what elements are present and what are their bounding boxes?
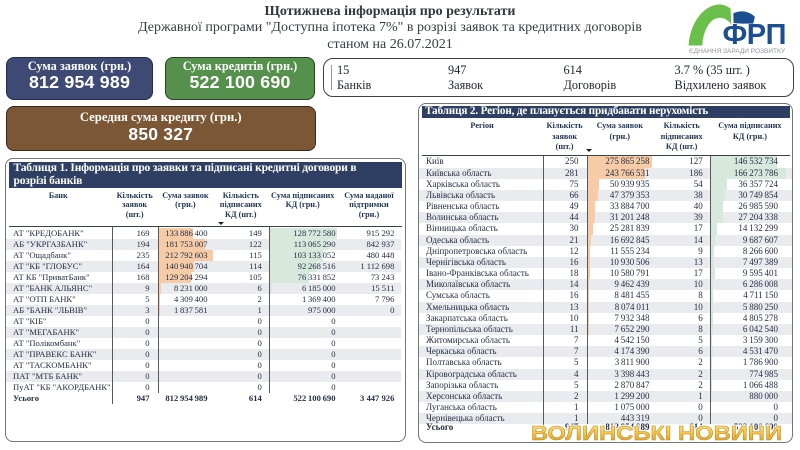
svg-text:ЄДНАННЯ ЗАРАДИ РОЗВИТКУ: ЄДНАННЯ ЗАРАДИ РОЗВИТКУ bbox=[689, 48, 786, 55]
svg-text:ВОЛИНСЬКІ НОВИНИ: ВОЛИНСЬКІ НОВИНИ bbox=[531, 423, 782, 445]
svg-text:ВОЛИНСЬКІ НОВИНИ: ВОЛИНСЬКІ НОВИНИ bbox=[531, 423, 782, 445]
svg-text:ФРП: ФРП bbox=[723, 19, 787, 51]
